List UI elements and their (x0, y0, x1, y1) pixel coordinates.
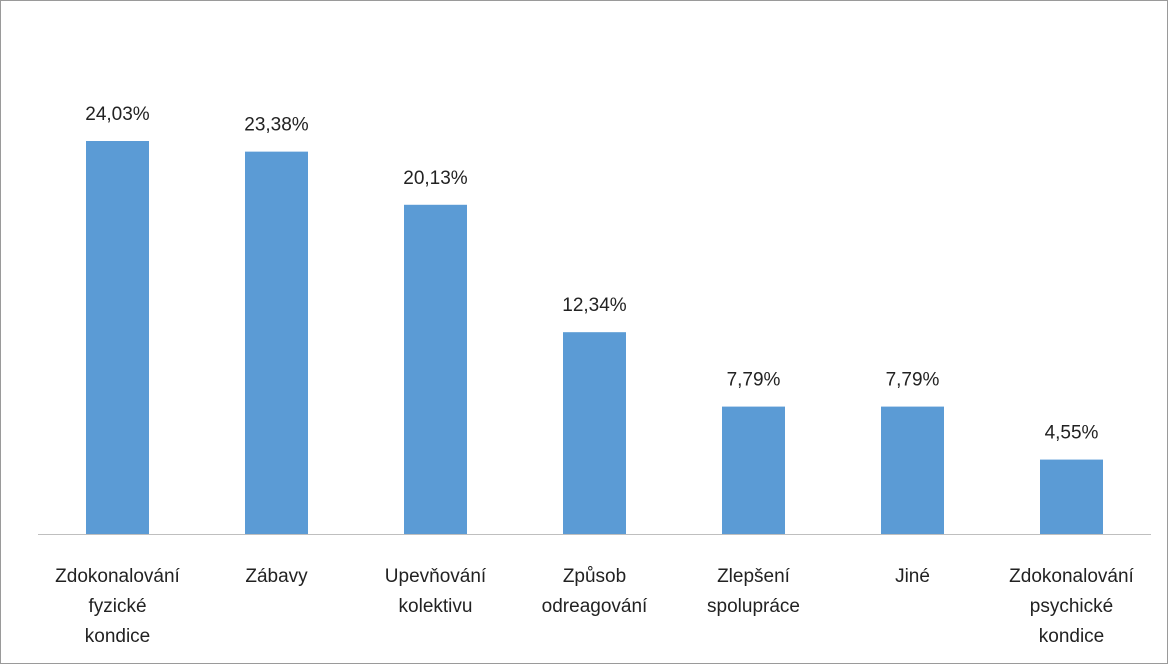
x-tick-label: Zdokonalování psychické kondice (1009, 566, 1134, 647)
bar (86, 141, 149, 534)
x-tick-label: Zábavy (245, 566, 308, 587)
x-tick-label: Způsob odreagování (542, 566, 648, 617)
data-label: 4,55% (1045, 423, 1099, 444)
x-tick-label: Jiné (895, 566, 930, 587)
bar (245, 151, 308, 534)
data-label: 20,13% (403, 168, 468, 189)
x-tick-label: Zlepšení spolupráce (707, 566, 800, 617)
x-tick-label: Zdokonalování fyzické kondice (55, 566, 180, 647)
bar (563, 332, 626, 534)
bar (1040, 459, 1103, 534)
data-label: 12,34% (562, 295, 627, 316)
data-label: 24,03% (85, 104, 150, 125)
bar (404, 204, 467, 534)
data-label: 7,79% (886, 370, 940, 391)
data-label: 7,79% (727, 370, 781, 391)
x-tick-label: Upevňování kolektivu (385, 566, 487, 617)
bar (722, 406, 785, 534)
data-label: 23,38% (244, 115, 309, 136)
bar (881, 406, 944, 534)
